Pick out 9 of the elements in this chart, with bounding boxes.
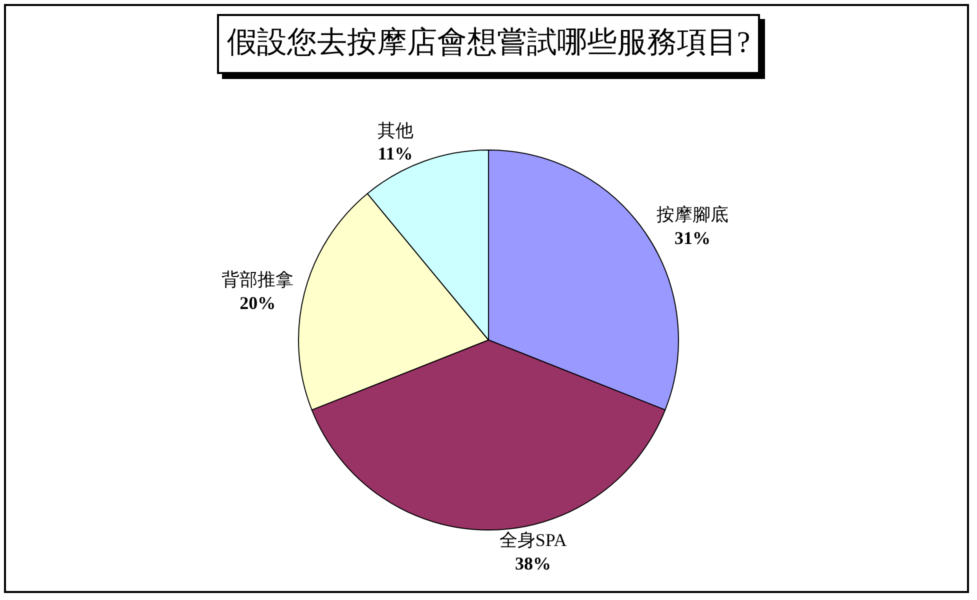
slice-label: 按摩腳底 (656, 204, 728, 225)
slice-label: 全身SPA (499, 530, 567, 550)
slice-label: 背部推拿 (222, 270, 294, 290)
data-label: 11% (378, 144, 413, 164)
data-label: 31% (674, 228, 710, 248)
chart-title: 假設您去按摩店會想嘗試哪些服務項目? (216, 14, 760, 74)
data-label: 38% (515, 553, 552, 574)
slice-label: 其他 (377, 120, 414, 140)
data-label: 20% (240, 293, 276, 314)
